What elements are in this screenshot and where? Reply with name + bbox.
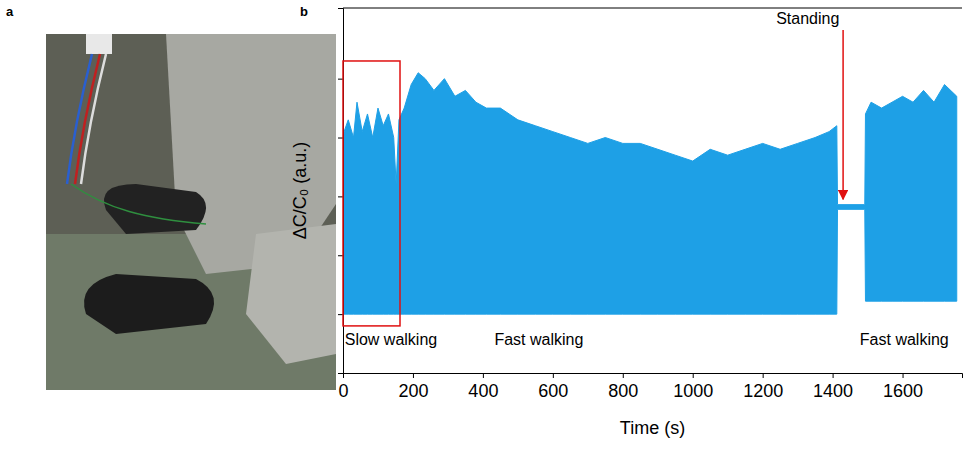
x-tick-mark [833, 373, 834, 378]
annotation: Fast walking [494, 331, 583, 348]
x-tick: 1400 [813, 373, 853, 401]
x-tick-label: 200 [398, 381, 428, 401]
x-tick-label: 1600 [883, 381, 923, 401]
x-tick: 200 [398, 373, 428, 401]
y-tick [338, 314, 343, 315]
x-tick-label: 400 [468, 381, 498, 401]
x-tick-label: 1000 [673, 381, 713, 401]
wire [81, 54, 106, 184]
x-axis: 0 200 400 600 800 1000 1200 1400 1600 [338, 373, 962, 401]
figure: a b 0 200 400 600 800 1000 1200 1400 1600 Time (s) Δ… [0, 0, 971, 457]
y-tick-mark [338, 79, 343, 80]
frame-top [343, 8, 962, 9]
y-axis-title: ΔC/C₀ (a.u.) [290, 142, 310, 240]
x-tick-label: 1400 [813, 381, 853, 401]
x-tick-label: 1200 [743, 381, 783, 401]
signal-envelope [343, 73, 957, 314]
wire [67, 54, 92, 184]
x-tick: 1200 [743, 373, 783, 401]
photo-background [46, 34, 336, 390]
panel-label: b [300, 4, 308, 19]
x-tick-mark [413, 373, 414, 378]
plot-area [343, 73, 957, 314]
y-tick [338, 255, 343, 256]
x-tick: 400 [468, 373, 498, 401]
x-tick: 1600 [883, 373, 923, 401]
x-tick-label: 600 [538, 381, 568, 401]
y-tick [338, 79, 343, 80]
x-tick-mark [553, 373, 554, 378]
y-tick-mark [338, 196, 343, 197]
trouser-leg [246, 224, 336, 364]
x-tick: 600 [538, 373, 568, 401]
y-tick-mark [338, 314, 343, 315]
annotation: Fast walking [860, 331, 949, 348]
wire [75, 54, 100, 184]
wire [71, 184, 206, 224]
connector [86, 34, 112, 54]
y-tick-mark [338, 138, 343, 139]
x-tick-mark [623, 373, 624, 378]
x-tick-mark [763, 373, 764, 378]
photo [46, 34, 336, 390]
x-tick-label: 0 [338, 381, 348, 401]
highlight-box [343, 61, 400, 326]
x-tick: 1000 [673, 373, 713, 401]
x-tick-mark [903, 373, 904, 378]
x-axis-line [344, 374, 963, 379]
x-tick: 800 [608, 373, 638, 401]
x-tick-label: 800 [608, 381, 638, 401]
y-tick [338, 138, 343, 139]
x-tick: 0 [338, 373, 348, 401]
shoe [84, 274, 214, 334]
annotation-arrow [842, 30, 844, 199]
panel-label: a [6, 4, 14, 19]
y-tick [338, 196, 343, 197]
annotation: Slow walking [345, 331, 437, 348]
y-tick-mark [338, 255, 343, 256]
x-tick-mark [483, 373, 484, 378]
x-axis-title: Time (s) [620, 418, 685, 438]
x-tick-mark [693, 373, 694, 378]
annotation: Standing [776, 10, 839, 27]
y-tick-mark [338, 373, 343, 374]
y-tick [338, 373, 343, 374]
